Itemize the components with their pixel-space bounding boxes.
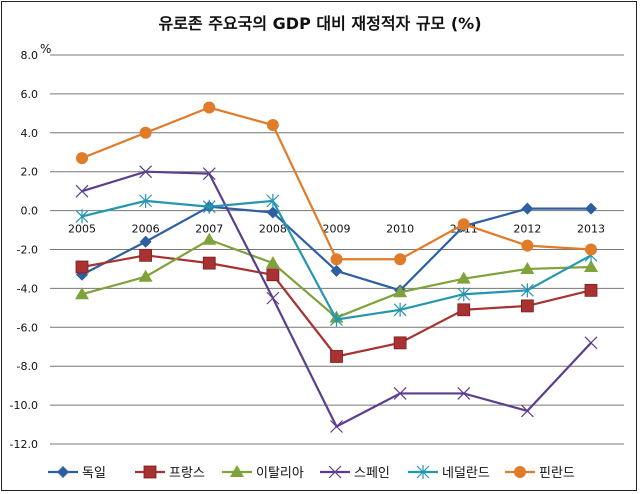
x-tick-label: 2007: [195, 223, 223, 236]
x-tick-label: 2008: [259, 223, 287, 236]
legend-item: 스페인: [320, 465, 390, 481]
y-tick-label: -2.0: [17, 244, 38, 257]
data-point: [266, 193, 280, 208]
data-point: [456, 271, 471, 284]
y-axis-unit: %: [40, 42, 51, 56]
chart-title: 유로존 주요국의 GDP 대비 재정적자 규모 (%): [158, 14, 481, 33]
data-point: [202, 232, 217, 245]
data-point: [457, 287, 471, 302]
y-tick-label: 2.0: [21, 166, 39, 179]
data-point: [330, 264, 343, 277]
series-3: [75, 165, 598, 433]
data-point: [330, 420, 343, 433]
legend-label: 스페인: [354, 466, 390, 481]
series-0: [76, 200, 597, 297]
legend-label: 프랑스: [169, 466, 205, 481]
data-point: [266, 268, 280, 282]
data-point: [75, 260, 89, 274]
legend-item: 네덜란드: [408, 465, 490, 481]
series-line: [81, 205, 591, 292]
y-tick-label: -12.0: [10, 438, 38, 451]
data-point: [139, 165, 153, 179]
data-point: [75, 287, 89, 300]
data-point: [203, 101, 216, 114]
data-point: [457, 387, 471, 400]
y-tick-label: 6.0: [21, 88, 39, 101]
series-1: [75, 248, 598, 363]
data-point: [584, 260, 598, 273]
data-point: [76, 152, 88, 165]
data-point: [75, 184, 89, 198]
x-tick-label: 2010: [386, 223, 414, 236]
data-point: [393, 387, 407, 400]
data-point: [330, 350, 343, 363]
legend-marker: [328, 465, 342, 479]
data-point: [521, 202, 534, 215]
series-line: [81, 106, 592, 261]
legend-item: 독일: [48, 466, 106, 481]
data-point: [520, 299, 534, 313]
data-point: [202, 256, 216, 270]
data-point: [584, 336, 598, 350]
x-tick-label: 2013: [577, 223, 605, 236]
data-point: [520, 404, 534, 418]
legend-label: 독일: [82, 466, 106, 481]
data-point: [457, 303, 471, 317]
data-point: [266, 206, 279, 219]
y-tick-label: -8.0: [17, 360, 38, 373]
data-point: [265, 256, 280, 269]
legend-marker: [230, 465, 244, 477]
legend-marker: [57, 466, 69, 478]
data-point: [139, 235, 152, 248]
y-tick-label: 4.0: [21, 127, 39, 140]
series-line: [81, 170, 592, 428]
data-point: [202, 199, 216, 214]
series-4: [75, 193, 598, 327]
data-point: [75, 209, 89, 224]
legend-item: 핀란드: [505, 466, 575, 481]
legend-label: 이탈리아: [256, 466, 304, 481]
data-point: [202, 167, 216, 181]
data-point: [393, 285, 408, 298]
data-point: [585, 243, 597, 256]
data-point: [266, 291, 280, 305]
data-point: [139, 193, 153, 208]
data-point: [266, 119, 279, 132]
series-2: [75, 232, 598, 323]
legend-marker: [416, 465, 430, 479]
y-tick-label: 0.0: [21, 205, 39, 218]
data-point: [584, 283, 598, 297]
y-tick-label: 8.0: [21, 49, 39, 62]
y-tick-label: -4.0: [17, 282, 38, 295]
data-point: [585, 202, 597, 215]
x-tick-label: 2006: [132, 223, 160, 236]
data-point: [457, 218, 470, 231]
legend-item: 이탈리아: [222, 465, 304, 481]
data-point: [330, 312, 343, 327]
legend-label: 네덜란드: [442, 466, 490, 481]
data-point: [138, 269, 153, 282]
data-point: [330, 253, 343, 266]
data-point: [393, 336, 407, 350]
legend-marker: [143, 465, 157, 479]
data-point: [139, 248, 153, 262]
series-5: [76, 101, 597, 266]
data-point: [520, 283, 534, 298]
x-tick-label: 2005: [68, 223, 96, 236]
x-tick-label: 2012: [513, 223, 541, 236]
data-point: [393, 302, 407, 317]
legend-item: 프랑스: [135, 465, 205, 481]
x-tick-label: 2009: [323, 223, 351, 236]
legend-marker: [514, 466, 526, 478]
y-tick-label: -6.0: [17, 321, 38, 334]
data-point: [520, 261, 535, 274]
data-point: [521, 239, 534, 252]
legend-label: 핀란드: [539, 466, 575, 481]
y-tick-label: -10.0: [10, 399, 38, 412]
data-point: [394, 253, 407, 266]
data-point: [139, 126, 152, 139]
